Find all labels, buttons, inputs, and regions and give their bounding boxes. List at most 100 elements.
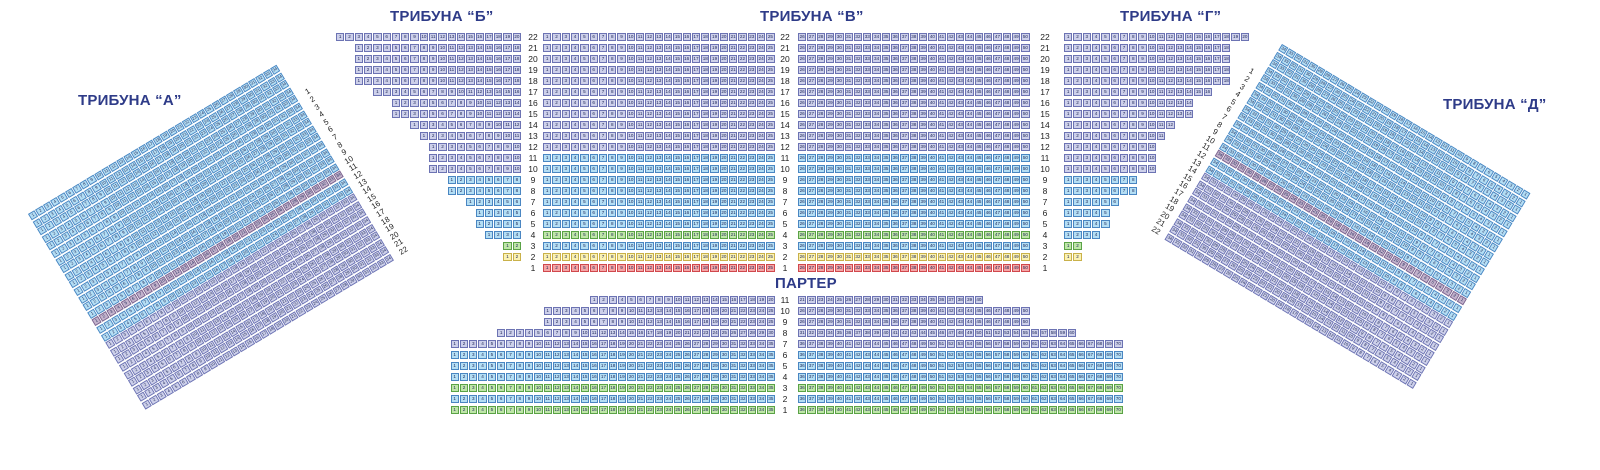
seat-v[interactable]: 17	[691, 154, 701, 162]
seat-parter[interactable]: 44	[872, 395, 881, 403]
seat-v[interactable]: 12	[645, 165, 654, 173]
seat-parter[interactable]: 28	[816, 318, 825, 326]
seat-g[interactable]: 4	[1091, 187, 1101, 195]
seat-v[interactable]: 41	[937, 88, 946, 96]
seat-v[interactable]: 40	[928, 187, 937, 195]
seat-v[interactable]: 6	[589, 77, 598, 85]
seat-v[interactable]: 9	[617, 198, 626, 206]
seat-b[interactable]: 8	[419, 77, 429, 85]
seat-v[interactable]: 34	[872, 176, 881, 184]
seat-v[interactable]: 31	[844, 176, 853, 184]
seat-v[interactable]: 36	[891, 110, 900, 118]
seat-v[interactable]: 13	[654, 198, 663, 206]
seat-g[interactable]: 1	[1064, 165, 1073, 173]
seat-v[interactable]: 39	[918, 242, 928, 250]
seat-v[interactable]: 40	[928, 66, 937, 74]
seat-v[interactable]: 28	[816, 187, 825, 195]
seat-v[interactable]: 28	[816, 154, 825, 162]
seat-g[interactable]: 10	[1147, 121, 1157, 129]
seat-parter[interactable]: 70	[1114, 384, 1123, 392]
seat-g[interactable]: 3	[1082, 132, 1091, 140]
seat-b[interactable]: 8	[512, 176, 522, 184]
seat-b[interactable]: 3	[373, 44, 382, 52]
seat-g[interactable]: 5	[1101, 55, 1110, 63]
seat-v[interactable]: 8	[608, 33, 617, 41]
seat-b[interactable]: 4	[382, 77, 391, 85]
seat-v[interactable]: 40	[928, 220, 937, 228]
seat-v[interactable]: 44	[965, 220, 974, 228]
seat-v[interactable]: 15	[673, 198, 682, 206]
seat-v[interactable]: 29	[825, 88, 835, 96]
seat-v[interactable]: 40	[928, 33, 937, 41]
seat-v[interactable]: 45	[974, 209, 984, 217]
seat-v[interactable]: 15	[673, 176, 682, 184]
seat-parter[interactable]: 31	[844, 307, 853, 315]
seat-v[interactable]: 47	[993, 132, 1002, 140]
seat-parter[interactable]: 9	[524, 340, 534, 348]
seat-parter[interactable]: 23	[655, 384, 664, 392]
seat-parter[interactable]: 38	[956, 296, 965, 304]
seat-parter[interactable]: 34	[757, 362, 766, 370]
seat-v[interactable]: 31	[844, 99, 853, 107]
seat-v[interactable]: 35	[881, 165, 891, 173]
seat-v[interactable]: 34	[872, 154, 881, 162]
seat-parter[interactable]: 29	[710, 395, 720, 403]
seat-parter[interactable]: 20	[627, 351, 636, 359]
seat-b[interactable]: 20	[512, 33, 522, 41]
seat-v[interactable]: 16	[682, 220, 691, 228]
seat-parter[interactable]: 39	[825, 351, 835, 359]
seat-parter[interactable]: 27	[853, 296, 863, 304]
seat-v[interactable]: 6	[589, 253, 598, 261]
seat-parter[interactable]: 68	[1095, 362, 1104, 370]
seat-v[interactable]: 23	[747, 44, 756, 52]
seat-parter[interactable]: 59	[1011, 395, 1021, 403]
seat-parter[interactable]: 18	[748, 296, 757, 304]
seat-v[interactable]: 20	[719, 198, 729, 206]
seat-g[interactable]: 15	[1194, 55, 1203, 63]
seat-v[interactable]: 6	[589, 209, 598, 217]
seat-v[interactable]: 41	[937, 154, 946, 162]
seat-parter[interactable]: 11	[543, 373, 552, 381]
seat-parter[interactable]: 40	[928, 307, 937, 315]
seat-v[interactable]: 21	[729, 77, 738, 85]
seat-v[interactable]: 38	[909, 88, 918, 96]
seat-v[interactable]: 3	[561, 55, 570, 63]
seat-v[interactable]: 33	[863, 77, 872, 85]
seat-v[interactable]: 24	[756, 55, 766, 63]
seat-parter[interactable]: 60	[1021, 395, 1030, 403]
seat-parter[interactable]: 28	[701, 395, 710, 403]
seat-parter[interactable]: 50	[974, 329, 984, 337]
seat-v[interactable]: 25	[766, 154, 775, 162]
seat-v[interactable]: 25	[766, 264, 775, 272]
seat-parter[interactable]: 57	[993, 373, 1002, 381]
seat-parter[interactable]: 5	[487, 351, 497, 359]
seat-v[interactable]: 47	[993, 209, 1002, 217]
seat-v[interactable]: 30	[835, 132, 844, 140]
seat-parter[interactable]: 38	[816, 351, 825, 359]
seat-parter[interactable]: 20	[627, 395, 636, 403]
seat-v[interactable]: 8	[608, 143, 617, 151]
seat-v[interactable]: 9	[617, 154, 626, 162]
seat-parter[interactable]: 58	[1049, 329, 1058, 337]
seat-b[interactable]: 11	[447, 44, 456, 52]
seat-b[interactable]: 4	[503, 209, 512, 217]
seat-v[interactable]: 12	[645, 44, 654, 52]
seat-v[interactable]: 30	[835, 231, 844, 239]
seat-b[interactable]: 18	[512, 66, 522, 74]
seat-g[interactable]: 15	[1194, 88, 1203, 96]
seat-parter[interactable]: 33	[748, 362, 757, 370]
seat-parter[interactable]: 61	[1030, 395, 1039, 403]
seat-g[interactable]: 3	[1082, 88, 1091, 96]
seat-parter[interactable]: 17	[599, 384, 608, 392]
seat-v[interactable]: 48	[1002, 209, 1011, 217]
seat-b[interactable]: 11	[447, 66, 456, 74]
seat-v[interactable]: 10	[626, 253, 636, 261]
seat-parter[interactable]: 46	[984, 307, 993, 315]
seat-g[interactable]: 12	[1166, 77, 1175, 85]
seat-b[interactable]: 2	[475, 198, 484, 206]
seat-v[interactable]: 27	[807, 176, 816, 184]
seat-v[interactable]: 29	[825, 33, 835, 41]
seat-v[interactable]: 3	[561, 99, 570, 107]
seat-v[interactable]: 20	[719, 253, 729, 261]
seat-parter[interactable]: 33	[909, 296, 918, 304]
